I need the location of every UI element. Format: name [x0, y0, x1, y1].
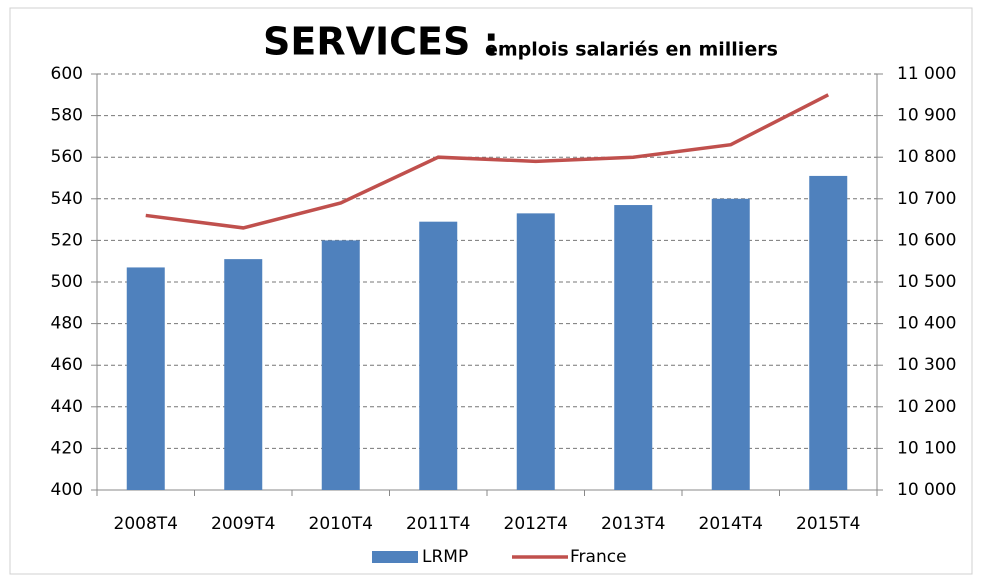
y-tick-label: 460: [51, 355, 83, 375]
bar: [224, 259, 263, 490]
legend-swatch: [372, 551, 418, 563]
bar: [614, 205, 653, 491]
bar: [809, 175, 848, 491]
y-tick-label: 400: [51, 480, 83, 500]
bar: [711, 198, 750, 491]
x-tick-label: 2011T4: [406, 514, 470, 534]
y2-tick-label: 10 200: [897, 397, 956, 417]
y-tick-label: 440: [51, 397, 83, 417]
y-tick-label: 580: [51, 106, 83, 126]
y-tick-label: 420: [51, 438, 83, 458]
bar: [321, 240, 360, 490]
bar: [419, 221, 458, 490]
x-tick-label: 2014T4: [699, 514, 763, 534]
y2-tick-label: 10 900: [897, 106, 956, 126]
legend-label: France: [570, 547, 627, 567]
y2-tick-label: 10 800: [897, 147, 956, 167]
x-tick-label: 2009T4: [211, 514, 275, 534]
y-tick-label: 600: [51, 64, 83, 84]
y-tick-label: 520: [51, 230, 83, 250]
y2-tick-label: 10 300: [897, 355, 956, 375]
bar: [126, 267, 165, 490]
legend-label: LRMP: [422, 547, 468, 567]
x-tick-label: 2015T4: [796, 514, 860, 534]
line: [145, 93, 830, 230]
y-tick-label: 500: [51, 272, 83, 292]
bar: [516, 213, 555, 491]
y2-tick-label: 10 100: [897, 438, 956, 458]
y2-tick-label: 10 500: [897, 272, 956, 292]
y2-tick-label: 10 000: [897, 480, 956, 500]
y2-tick-label: 10 700: [897, 189, 956, 209]
y-tick-label: 540: [51, 189, 83, 209]
chart-title: SERVICES :: [263, 20, 499, 64]
y2-tick-label: 11 000: [897, 64, 956, 84]
x-tick-label: 2012T4: [504, 514, 568, 534]
x-tick-label: 2013T4: [601, 514, 665, 534]
x-tick-label: 2008T4: [114, 514, 178, 534]
y-tick-label: 560: [51, 147, 83, 167]
y2-tick-label: 10 600: [897, 230, 956, 250]
chart-subtitle: emplois salariés en milliers: [485, 39, 778, 61]
x-tick-label: 2010T4: [309, 514, 373, 534]
y2-tick-label: 10 400: [897, 314, 956, 334]
y-tick-label: 480: [51, 314, 83, 334]
